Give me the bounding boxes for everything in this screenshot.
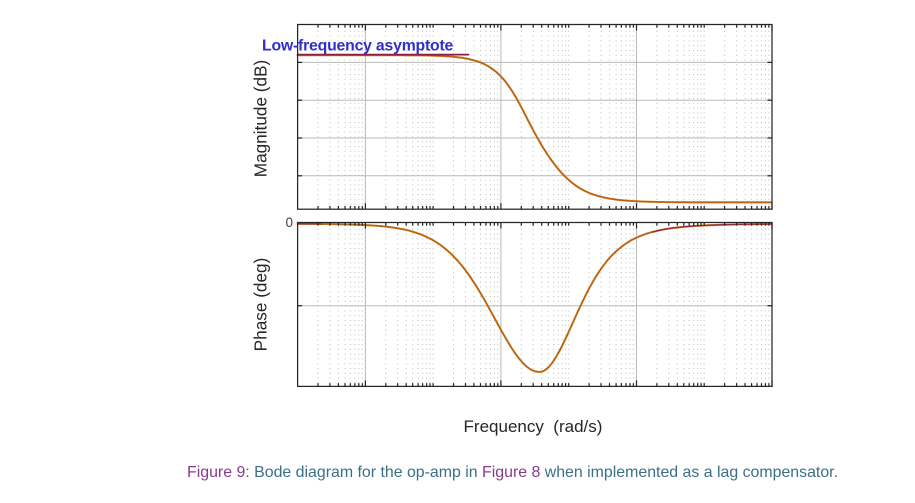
svg-text:0: 0 <box>285 215 293 230</box>
svg-text:Phase (deg): Phase (deg) <box>251 258 271 352</box>
svg-text:Frequency (rad/s): Frequency (rad/s) <box>464 417 603 436</box>
svg-text:Figure 9: Bode diagram for the: Figure 9: Bode diagram for the op-amp in… <box>187 464 838 481</box>
svg-text:Magnitude (dB): Magnitude (dB) <box>251 60 271 178</box>
svg-text:Low-frequency asymptote: Low-frequency asymptote <box>262 38 454 55</box>
